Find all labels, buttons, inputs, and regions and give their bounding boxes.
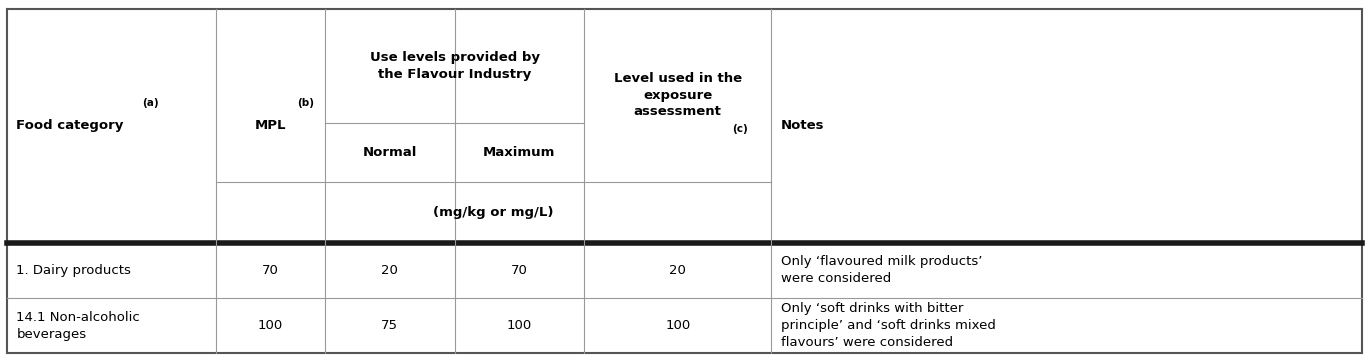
Text: (c): (c) bbox=[732, 124, 748, 135]
Text: 100: 100 bbox=[506, 319, 532, 332]
Text: 20: 20 bbox=[381, 264, 399, 277]
Text: Maximum: Maximum bbox=[483, 146, 556, 159]
Text: (a): (a) bbox=[142, 97, 158, 108]
Text: Only ‘soft drinks with bitter
principle’ and ‘soft drinks mixed
flavours’ were c: Only ‘soft drinks with bitter principle’… bbox=[781, 302, 995, 349]
Text: 1. Dairy products: 1. Dairy products bbox=[16, 264, 131, 277]
Text: Level used in the
exposure
assessment: Level used in the exposure assessment bbox=[614, 72, 741, 119]
Text: Use levels provided by
the Flavour Industry: Use levels provided by the Flavour Indus… bbox=[370, 51, 539, 81]
Text: (b): (b) bbox=[298, 97, 314, 108]
Text: (mg/kg or mg/L): (mg/kg or mg/L) bbox=[433, 206, 554, 219]
Text: Food category: Food category bbox=[16, 119, 124, 132]
Text: 100: 100 bbox=[258, 319, 283, 332]
Text: 20: 20 bbox=[669, 264, 687, 277]
Text: 14.1 Non-alcoholic
beverages: 14.1 Non-alcoholic beverages bbox=[16, 311, 141, 341]
Text: 70: 70 bbox=[262, 264, 278, 277]
Text: Only ‘flavoured milk products’
were considered: Only ‘flavoured milk products’ were cons… bbox=[781, 255, 983, 286]
Text: 70: 70 bbox=[511, 264, 528, 277]
Text: MPL: MPL bbox=[254, 119, 287, 132]
Text: 100: 100 bbox=[665, 319, 691, 332]
Text: Notes: Notes bbox=[781, 119, 824, 132]
Text: Normal: Normal bbox=[363, 146, 416, 159]
Text: 75: 75 bbox=[381, 319, 399, 332]
